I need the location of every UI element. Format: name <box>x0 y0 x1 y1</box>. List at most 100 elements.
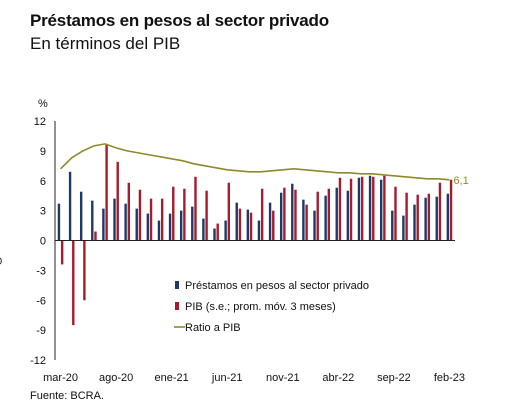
pib-bar <box>238 208 242 241</box>
pib-bar <box>405 192 408 241</box>
pib-bar <box>316 191 319 241</box>
x-tick-label: feb-23 <box>434 372 465 384</box>
y-tick-label: 0 <box>40 236 46 248</box>
pib-bar <box>160 198 164 241</box>
zero-axis <box>54 121 455 360</box>
prestamos-bar <box>268 202 272 241</box>
prestamos-bar <box>102 208 105 241</box>
pib-bar <box>105 143 108 241</box>
y-tick-label: 12 <box>34 116 46 128</box>
pib-bar <box>172 186 175 241</box>
prestamos-bar <box>413 204 416 241</box>
prestamos-bar <box>357 177 361 241</box>
prestamos-bar <box>202 218 205 241</box>
pib-bar <box>194 176 197 241</box>
prestamos-bar <box>146 213 150 241</box>
pib-bar <box>272 210 275 241</box>
pib-bar <box>72 240 75 326</box>
pib-bar <box>416 194 419 241</box>
prestamos-bar <box>168 213 172 241</box>
prestamos-bar <box>124 203 127 241</box>
prestamos-bar <box>135 208 138 241</box>
pib-bar <box>427 193 431 241</box>
prestamos-bar <box>246 209 250 241</box>
pib-bar <box>260 188 264 241</box>
y-axis-unit: % <box>38 98 48 110</box>
x-tick-label: sep-22 <box>377 372 411 384</box>
prestamos-bar <box>157 220 161 241</box>
prestamos-bar <box>368 175 372 241</box>
x-tick-label: abr-22 <box>322 372 354 384</box>
chart-subtitle: En términos del PIB <box>30 34 181 53</box>
legend: Préstamos en pesos al sector privado PIB … <box>174 280 369 334</box>
legend-prestamos-swatch <box>175 281 179 289</box>
pib-bar <box>338 177 342 241</box>
legend-pib-swatch <box>175 302 179 310</box>
y-tick-label: 6 <box>40 176 46 188</box>
y-tick-label: -3 <box>36 265 46 277</box>
pib-bar <box>83 240 86 301</box>
y-tick-label: -6 <box>36 295 46 307</box>
pib-bar <box>372 176 375 241</box>
prestamos-bar <box>313 210 316 241</box>
prestamos-bar <box>113 198 116 241</box>
prestamos-bar <box>324 195 327 241</box>
legend-label: PIB (s.e.; prom. móv. 3 meses) <box>185 301 336 313</box>
prestamos-bar <box>68 171 72 241</box>
prestamos-bar <box>391 210 394 241</box>
x-tick-label: mar-20 <box>43 372 78 384</box>
x-tick-label: ago-20 <box>99 372 133 384</box>
prestamos-bar <box>302 199 305 241</box>
pib-bar <box>249 212 253 241</box>
prestamos-bar <box>57 203 61 241</box>
prestamos-bar <box>235 202 238 241</box>
pib-bar <box>60 240 64 265</box>
pib-bar <box>360 176 364 241</box>
left-edge-label: 0 <box>0 256 2 267</box>
pib-bar <box>149 198 153 241</box>
x-tick-label: ene-21 <box>155 372 189 384</box>
pib-bar <box>127 182 131 241</box>
legend-label: Ratio a PIB <box>185 322 241 334</box>
pib-bar <box>294 189 297 241</box>
prestamos-bar <box>179 210 183 241</box>
pib-bar <box>394 186 397 241</box>
ratio-line-group: 6,1 <box>60 143 469 187</box>
ratio-line <box>60 143 450 181</box>
pib-bar <box>138 189 142 241</box>
x-tick-label: nov-21 <box>266 372 300 384</box>
y-tick-label: 3 <box>40 206 46 218</box>
pib-bar <box>227 182 231 241</box>
prestamos-bar <box>257 220 261 241</box>
prestamos-bar <box>335 187 338 241</box>
pib-bar <box>183 188 186 241</box>
pib-bar <box>383 175 386 241</box>
pib-bar <box>327 188 331 241</box>
prestamos-bar <box>424 197 427 241</box>
legend-label: Préstamos en pesos al sector privado <box>185 280 369 292</box>
y-tick-label: -9 <box>36 325 46 337</box>
pib-bar <box>283 187 286 241</box>
source-note: Fuente: BCRA. <box>30 390 104 402</box>
pib-bar <box>305 204 308 241</box>
x-axis: mar-20 ago-20 ene-21 jun-21 nov-21 abr-22 sep-… <box>43 372 465 384</box>
prestamos-bar <box>91 200 94 241</box>
pib-bar <box>449 179 453 241</box>
bars-group <box>57 143 453 326</box>
pib-bar <box>205 190 208 241</box>
prestamos-bar <box>346 190 350 241</box>
x-tick-label: jun-21 <box>211 372 243 384</box>
pib-bar <box>438 182 442 241</box>
prestamos-bar <box>224 220 227 241</box>
prestamos-bar <box>79 191 83 241</box>
prestamos-bar <box>435 196 438 241</box>
y-axis: % 12 9 6 3 0 -3 -6 -9 -12 0 <box>0 98 48 367</box>
prestamos-bar <box>446 193 450 241</box>
pib-bar <box>216 223 219 241</box>
prestamos-bar <box>291 183 294 241</box>
y-tick-label: 9 <box>40 146 46 158</box>
prestamos-bar <box>213 228 216 241</box>
chart-title: Préstamos en pesos al sector privado <box>30 11 329 30</box>
